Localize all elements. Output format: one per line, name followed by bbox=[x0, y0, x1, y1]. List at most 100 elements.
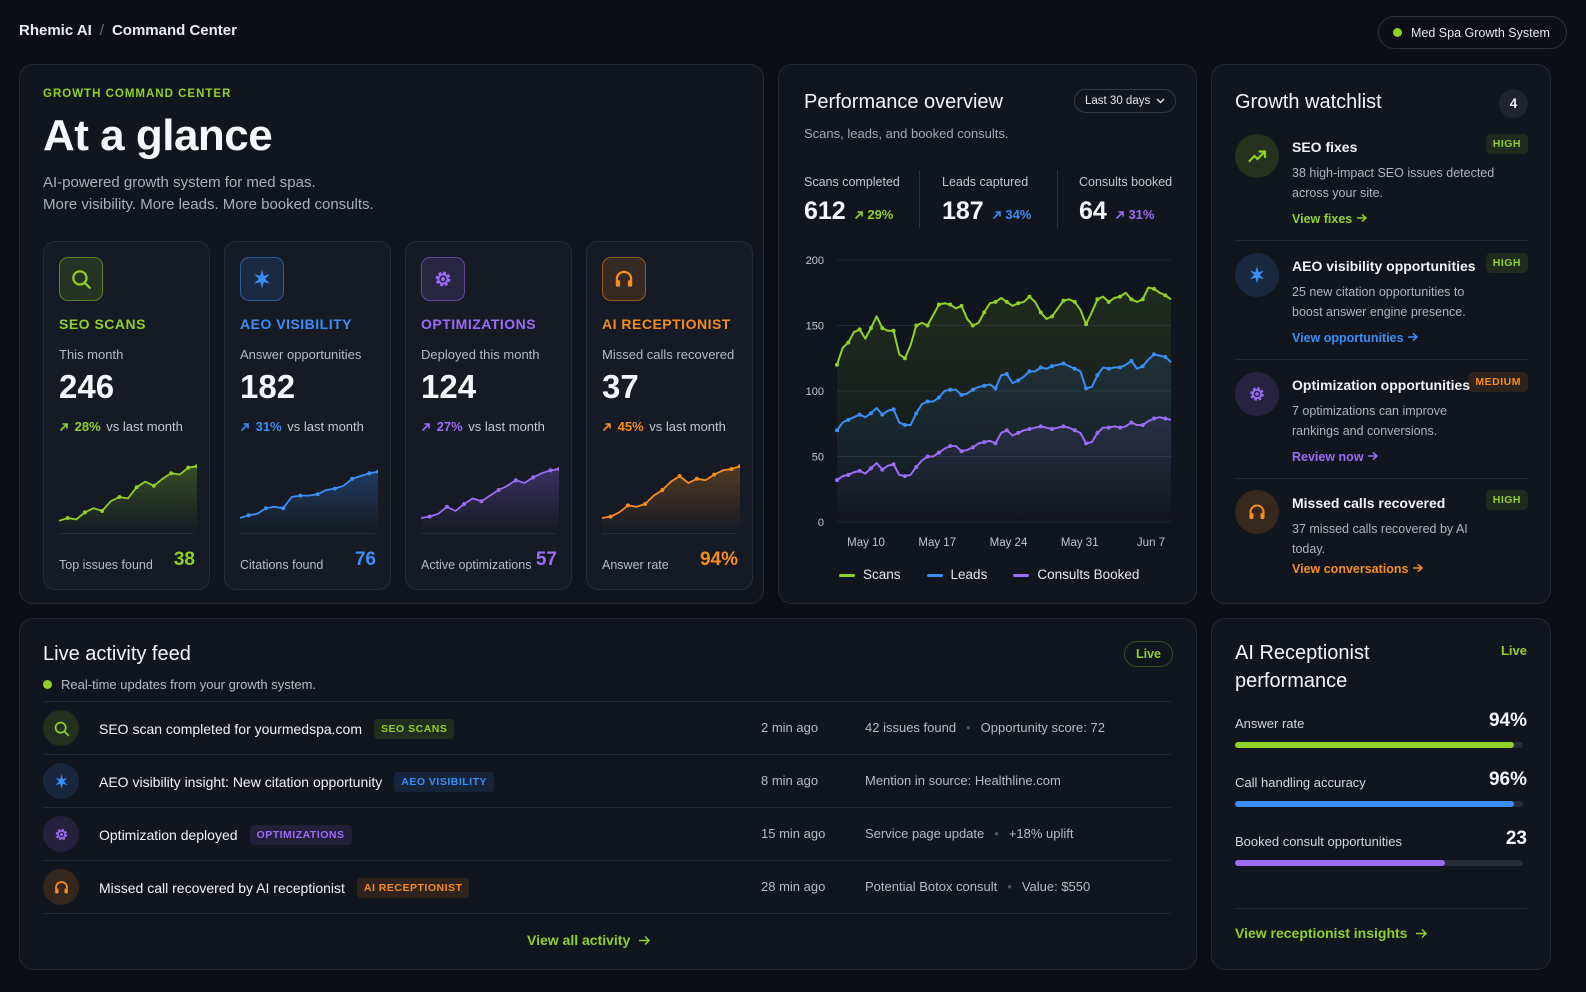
activity-row[interactable]: Missed call recovered by AI receptionist… bbox=[43, 860, 1171, 913]
search-icon bbox=[54, 721, 69, 736]
sparkline-point bbox=[134, 485, 139, 490]
series-point bbox=[1106, 425, 1111, 430]
metric-card-optimizations[interactable]: OPTIMIZATIONS Deployed this month 124 27… bbox=[405, 241, 572, 590]
sparkline-point bbox=[660, 488, 665, 492]
metric-footer-value: 57 bbox=[535, 549, 557, 570]
watchlist-item-link[interactable]: View conversations bbox=[1292, 562, 1424, 576]
activity-meta: 42 issues found • Opportunity score: 72 bbox=[865, 720, 1105, 735]
metric-value: 182 bbox=[240, 368, 296, 405]
arrow-up-right-icon bbox=[59, 423, 68, 432]
series-point bbox=[880, 326, 885, 331]
performance-card: Performance overview Last 30 days Scans,… bbox=[778, 64, 1197, 604]
series-point bbox=[1106, 299, 1111, 304]
receptionist-card: AI Receptionist performance Live Answer … bbox=[1211, 618, 1551, 970]
activity-row[interactable]: AEO visibility insight: New citation opp… bbox=[43, 754, 1171, 807]
receptionist-progress-fill bbox=[1235, 742, 1515, 748]
sparkline-point bbox=[65, 516, 70, 520]
y-tick-label: 0 bbox=[818, 517, 824, 529]
breadcrumb-root[interactable]: Rhemic AI bbox=[19, 22, 92, 39]
activity-category-tag: AEO VISIBILITY bbox=[394, 772, 494, 792]
series-point bbox=[993, 386, 998, 391]
metric-sparkline bbox=[240, 469, 378, 532]
series-point bbox=[846, 472, 851, 477]
legend-item[interactable]: Leads bbox=[926, 567, 987, 582]
watchlist-item-link[interactable]: View fixes bbox=[1292, 212, 1368, 226]
legend-label: Scans bbox=[863, 567, 901, 582]
status-dot-icon bbox=[1393, 28, 1402, 37]
series-point bbox=[868, 411, 873, 416]
gear-icon bbox=[435, 271, 451, 287]
series-point bbox=[970, 323, 975, 328]
series-point bbox=[982, 310, 987, 315]
sparkline-point bbox=[195, 464, 197, 469]
sparkline-area bbox=[602, 466, 740, 532]
series-point bbox=[857, 327, 862, 332]
metric-delta: 27% vs last month bbox=[421, 419, 545, 434]
series-point bbox=[880, 467, 885, 472]
metric-divider bbox=[602, 533, 737, 534]
metric-divider bbox=[240, 533, 375, 534]
metric-sparkline bbox=[59, 464, 197, 532]
series-point bbox=[1129, 420, 1134, 425]
watchlist-link-label: Review now bbox=[1292, 450, 1364, 464]
watchlist-item-link[interactable]: View opportunities bbox=[1292, 331, 1419, 345]
sparkline-point bbox=[557, 467, 559, 471]
legend-item[interactable]: Scans bbox=[839, 567, 901, 582]
series-point bbox=[1140, 297, 1145, 302]
receptionist-live-label: Live bbox=[1500, 643, 1527, 658]
series-point bbox=[1016, 430, 1021, 435]
view-receptionist-insights-label: View receptionist insights bbox=[1235, 925, 1408, 941]
metric-footer-label: Top issues found bbox=[59, 558, 153, 572]
watchlist-item[interactable]: Missed calls recovered HIGH 37 missed ca… bbox=[1235, 490, 1528, 600]
sparkline-point bbox=[82, 510, 87, 515]
series-point bbox=[925, 454, 930, 459]
watchlist-icon-circle bbox=[1235, 490, 1279, 534]
metric-period: This month bbox=[59, 347, 124, 362]
activity-row[interactable]: Optimization deployed OPTIMIZATIONS 15 mi… bbox=[43, 807, 1171, 860]
watchlist-count-badge: 4 bbox=[1499, 89, 1528, 118]
series-point bbox=[959, 449, 964, 454]
watchlist-item[interactable]: SEO fixes HIGH 38 high-impact SEO issues… bbox=[1235, 134, 1528, 244]
legend-swatch bbox=[1013, 573, 1030, 577]
watchlist-item[interactable]: AEO visibility opportunities HIGH 25 new… bbox=[1235, 253, 1528, 363]
priority-badge: HIGH bbox=[1485, 490, 1528, 510]
activity-row[interactable]: SEO scan completed for yourmedspa.com SEO… bbox=[43, 701, 1171, 754]
series-point bbox=[902, 356, 907, 361]
view-all-activity-link[interactable]: View all activity bbox=[527, 932, 651, 948]
watchlist-icon-circle bbox=[1235, 372, 1279, 416]
series-point bbox=[1152, 286, 1157, 291]
metric-delta-suffix: vs last month bbox=[468, 419, 545, 434]
arrow-up-right-icon bbox=[421, 423, 430, 432]
metric-card-aeo-visibility[interactable]: AEO VISIBILITY Answer opportunities 182 … bbox=[224, 241, 391, 590]
legend-item[interactable]: Consults Booked bbox=[1013, 567, 1139, 582]
watchlist-item-link[interactable]: Review now bbox=[1292, 450, 1379, 464]
sparkline-point bbox=[712, 472, 717, 477]
sparkline-line bbox=[240, 470, 378, 519]
metric-delta-suffix: vs last month bbox=[649, 419, 726, 434]
metric-card-ai-receptionist[interactable]: AI RECEPTIONIST Missed calls recovered 3… bbox=[586, 241, 753, 590]
metric-value: 37 bbox=[602, 368, 639, 405]
stat-delta: 29% bbox=[854, 207, 893, 222]
activity-meta-secondary: Value: $550 bbox=[1021, 879, 1091, 894]
breadcrumb-current: Command Center bbox=[111, 22, 237, 39]
system-status-pill[interactable]: Med Spa Growth System bbox=[1378, 16, 1567, 49]
sparkline-point bbox=[281, 506, 286, 511]
watchlist-divider bbox=[1235, 240, 1527, 241]
arrow-up-right-icon bbox=[992, 211, 1001, 220]
series-point bbox=[1118, 365, 1123, 370]
metric-footer-value: 94% bbox=[699, 549, 738, 570]
series-point bbox=[1140, 364, 1145, 369]
performance-subtitle: Scans, leads, and booked consults. bbox=[804, 126, 1009, 141]
metric-delta: 28% vs last month bbox=[59, 419, 183, 434]
date-range-select[interactable]: Last 30 days bbox=[1074, 89, 1177, 113]
activity-category-tag: SEO SCANS bbox=[374, 719, 455, 739]
watchlist-item[interactable]: Optimization opportunities MEDIUM 7 opti… bbox=[1235, 372, 1528, 482]
series-point bbox=[1016, 378, 1021, 383]
view-receptionist-insights-link[interactable]: View receptionist insights bbox=[1235, 925, 1428, 941]
series-point bbox=[970, 387, 975, 392]
metric-divider bbox=[59, 533, 194, 534]
activity-time: 2 min ago bbox=[761, 720, 819, 735]
metric-card-seo-scans[interactable]: SEO SCANS This month 246 28% vs last mon… bbox=[43, 241, 210, 590]
sparkline-point bbox=[298, 493, 303, 498]
performance-line-chart: 200 150 100 50 0 May 10 May 17 May 24 May 31 Jun … bbox=[806, 255, 1172, 549]
